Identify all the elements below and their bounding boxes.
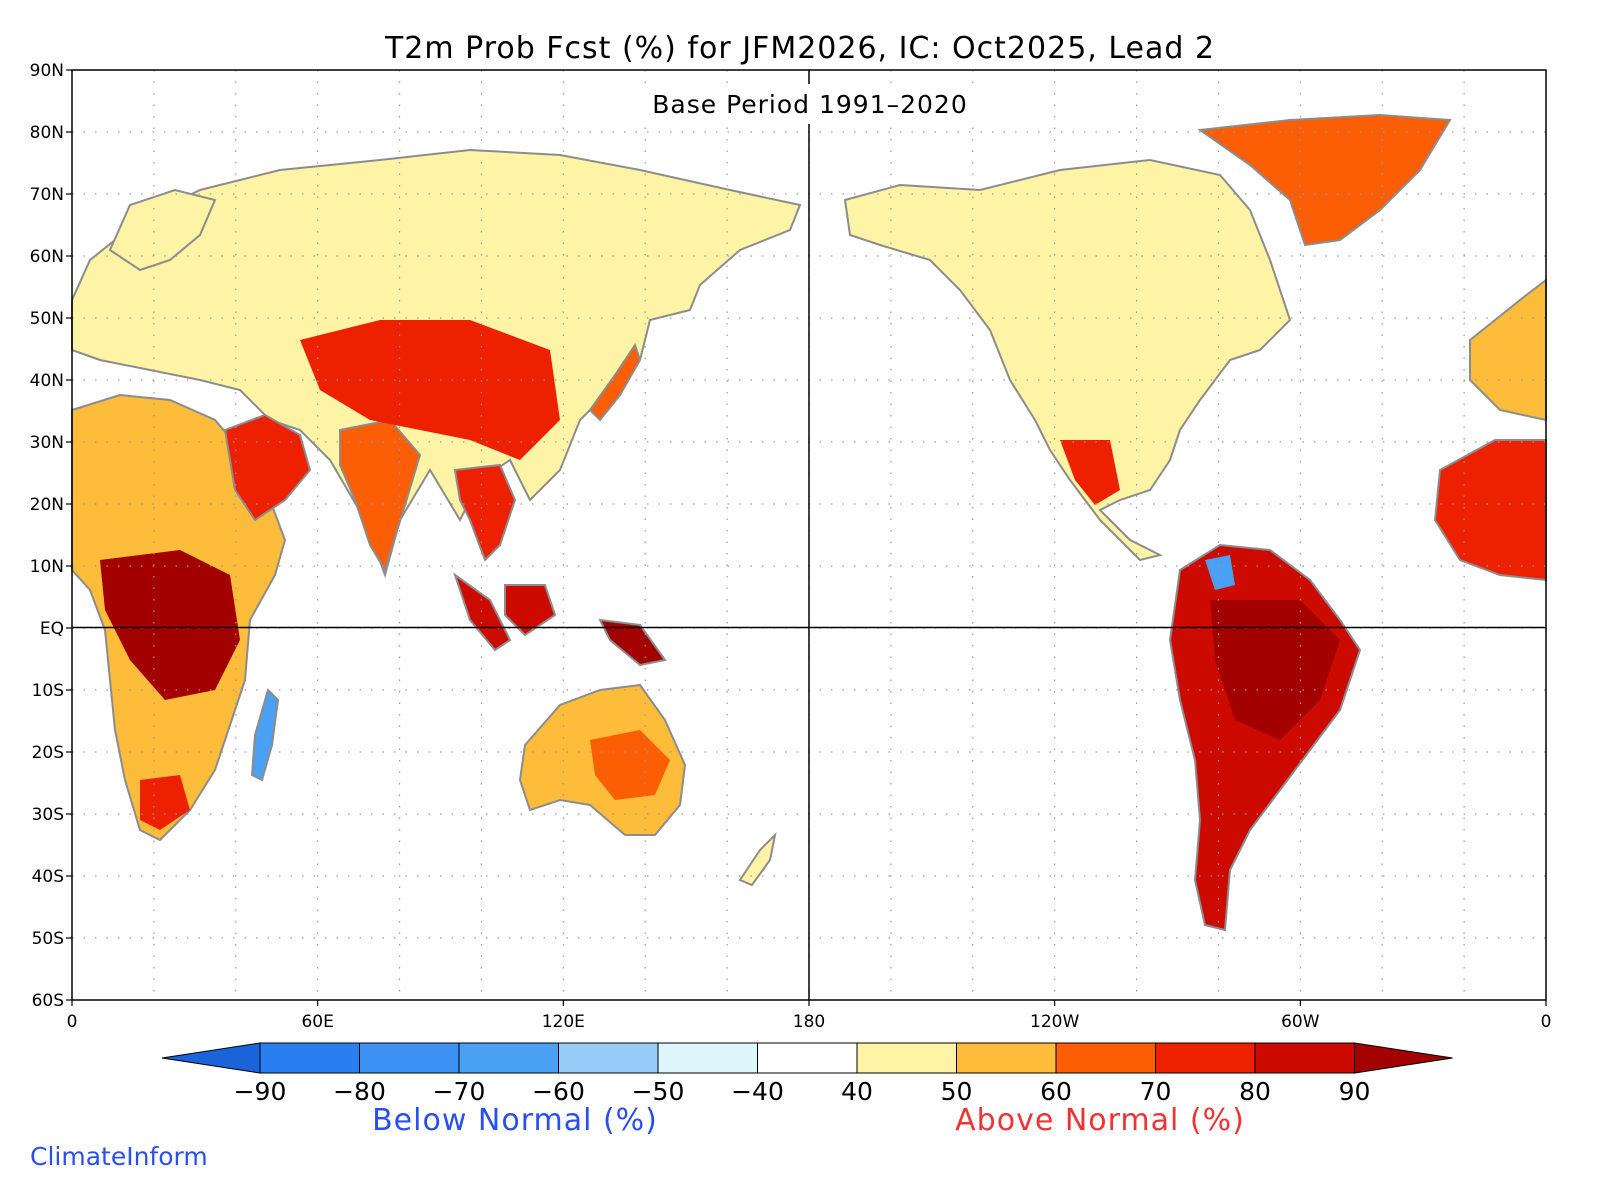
- hot-amazon: [1210, 600, 1340, 740]
- colorbar-swatch: [657, 1042, 758, 1074]
- colorbar-swatch: [757, 1042, 858, 1074]
- hot-central-africa: [100, 550, 240, 700]
- colorbar-swatch: [359, 1042, 460, 1074]
- land-japan: [588, 342, 642, 422]
- land-greenland: [1197, 113, 1452, 247]
- latitude-label: 10N: [30, 557, 64, 577]
- land-indonesia: [453, 572, 557, 652]
- colorbar-arrow-low: [161, 1042, 261, 1074]
- latitude-label: 80N: [30, 123, 64, 143]
- latitude-label: 50S: [32, 929, 64, 949]
- longitude-label: 0: [1541, 1012, 1552, 1032]
- subtitle-background: [612, 84, 1008, 124]
- colorbar: −90 −80 −70 −60 −50 −40 40 50 60 70 80 90: [161, 1042, 1453, 1106]
- colorbar-label: 70: [1140, 1077, 1172, 1106]
- latitude-label: 40S: [32, 867, 64, 887]
- colorbar-label: −50: [632, 1077, 685, 1106]
- longitude-label: 120W: [1030, 1012, 1079, 1032]
- colorbar-label: −90: [234, 1077, 287, 1106]
- latitude-label: 30S: [32, 805, 64, 825]
- latitude-label: 60S: [32, 991, 64, 1011]
- land-new-guinea: [598, 618, 667, 667]
- colorbar-label: 80: [1239, 1077, 1271, 1106]
- latitude-labels: 90N 80N 70N 60N 50N 40N 30N 20N 10N EQ 10S 20S 30S 40…: [30, 61, 64, 1011]
- colorbar-label: 60: [1040, 1077, 1072, 1106]
- latitude-label: 70N: [30, 185, 64, 205]
- map-subtitle: Base Period 1991–2020: [652, 90, 967, 119]
- land-madagascar: [250, 688, 280, 782]
- hot-china: [300, 320, 560, 460]
- latitude-label: 10S: [32, 681, 64, 701]
- colorbar-swatch: [956, 1042, 1057, 1074]
- hot-east-australia: [590, 730, 670, 800]
- latitude-label: 30N: [30, 433, 64, 453]
- colorbar-swatches: [161, 1042, 1453, 1074]
- colorbar-swatch: [1254, 1042, 1355, 1074]
- longitude-label: 0: [67, 1012, 78, 1032]
- latitude-label: 40N: [30, 371, 64, 391]
- hot-south-africa: [140, 775, 190, 830]
- land-new-zealand: [738, 831, 777, 887]
- colorbar-swatch: [1155, 1042, 1256, 1074]
- longitude-label: 60W: [1281, 1012, 1320, 1032]
- land-arabia: [223, 413, 312, 522]
- below-normal-label: Below Normal (%): [372, 1103, 658, 1138]
- longitude-label: 120E: [542, 1012, 585, 1032]
- land-se-asia: [453, 463, 517, 562]
- land-west-africa-edge: [1433, 439, 1547, 582]
- land-north-america: [843, 158, 1292, 562]
- colorbar-swatch: [1055, 1042, 1156, 1074]
- colorbar-label: −70: [433, 1077, 486, 1106]
- longitude-label: 180: [793, 1012, 825, 1032]
- latitude-tick-marks: [66, 69, 72, 1001]
- above-normal-label: Above Normal (%): [955, 1103, 1245, 1138]
- land-scandinavia: [108, 188, 217, 272]
- land-india: [339, 418, 422, 573]
- colorbar-swatch: [458, 1042, 559, 1074]
- latitude-label: 50N: [30, 309, 64, 329]
- colorbar-swatch: [558, 1042, 659, 1074]
- longitude-labels: 0 60E 120E 180 120W 60W 0: [67, 1012, 1552, 1032]
- colorbar-label: −60: [532, 1077, 585, 1106]
- longitude-label: 60E: [301, 1012, 333, 1032]
- latitude-label: 20N: [30, 495, 64, 515]
- credit-label: ClimateInform: [30, 1142, 208, 1171]
- hot-mexico: [1060, 440, 1120, 505]
- high-probability-areas: [100, 320, 1340, 830]
- colorbar-arrow-high: [1354, 1042, 1453, 1074]
- latitude-label: 90N: [30, 61, 64, 81]
- colorbar-swatch: [259, 1042, 360, 1074]
- colorbar-label: 50: [941, 1077, 973, 1106]
- latitude-label: EQ: [40, 619, 64, 639]
- colorbar-label: 40: [841, 1077, 873, 1106]
- longitude-tick-marks: [71, 1000, 1547, 1006]
- latitude-label: 20S: [32, 743, 64, 763]
- colorbar-label: 90: [1339, 1077, 1371, 1106]
- colorbar-label: −40: [731, 1077, 784, 1106]
- latitude-label: 60N: [30, 247, 64, 267]
- map-title: T2m Prob Fcst (%) for JFM2026, IC: Oct20…: [384, 31, 1215, 66]
- colorbar-swatch: [856, 1042, 957, 1074]
- cool-colombia: [1205, 555, 1235, 590]
- map-panel: Base Period 1991–2020: [71, 69, 1547, 1001]
- colorbar-labels: −90 −80 −70 −60 −50 −40 40 50 60 70 80 90: [234, 1077, 1371, 1106]
- colorbar-label: −80: [333, 1077, 386, 1106]
